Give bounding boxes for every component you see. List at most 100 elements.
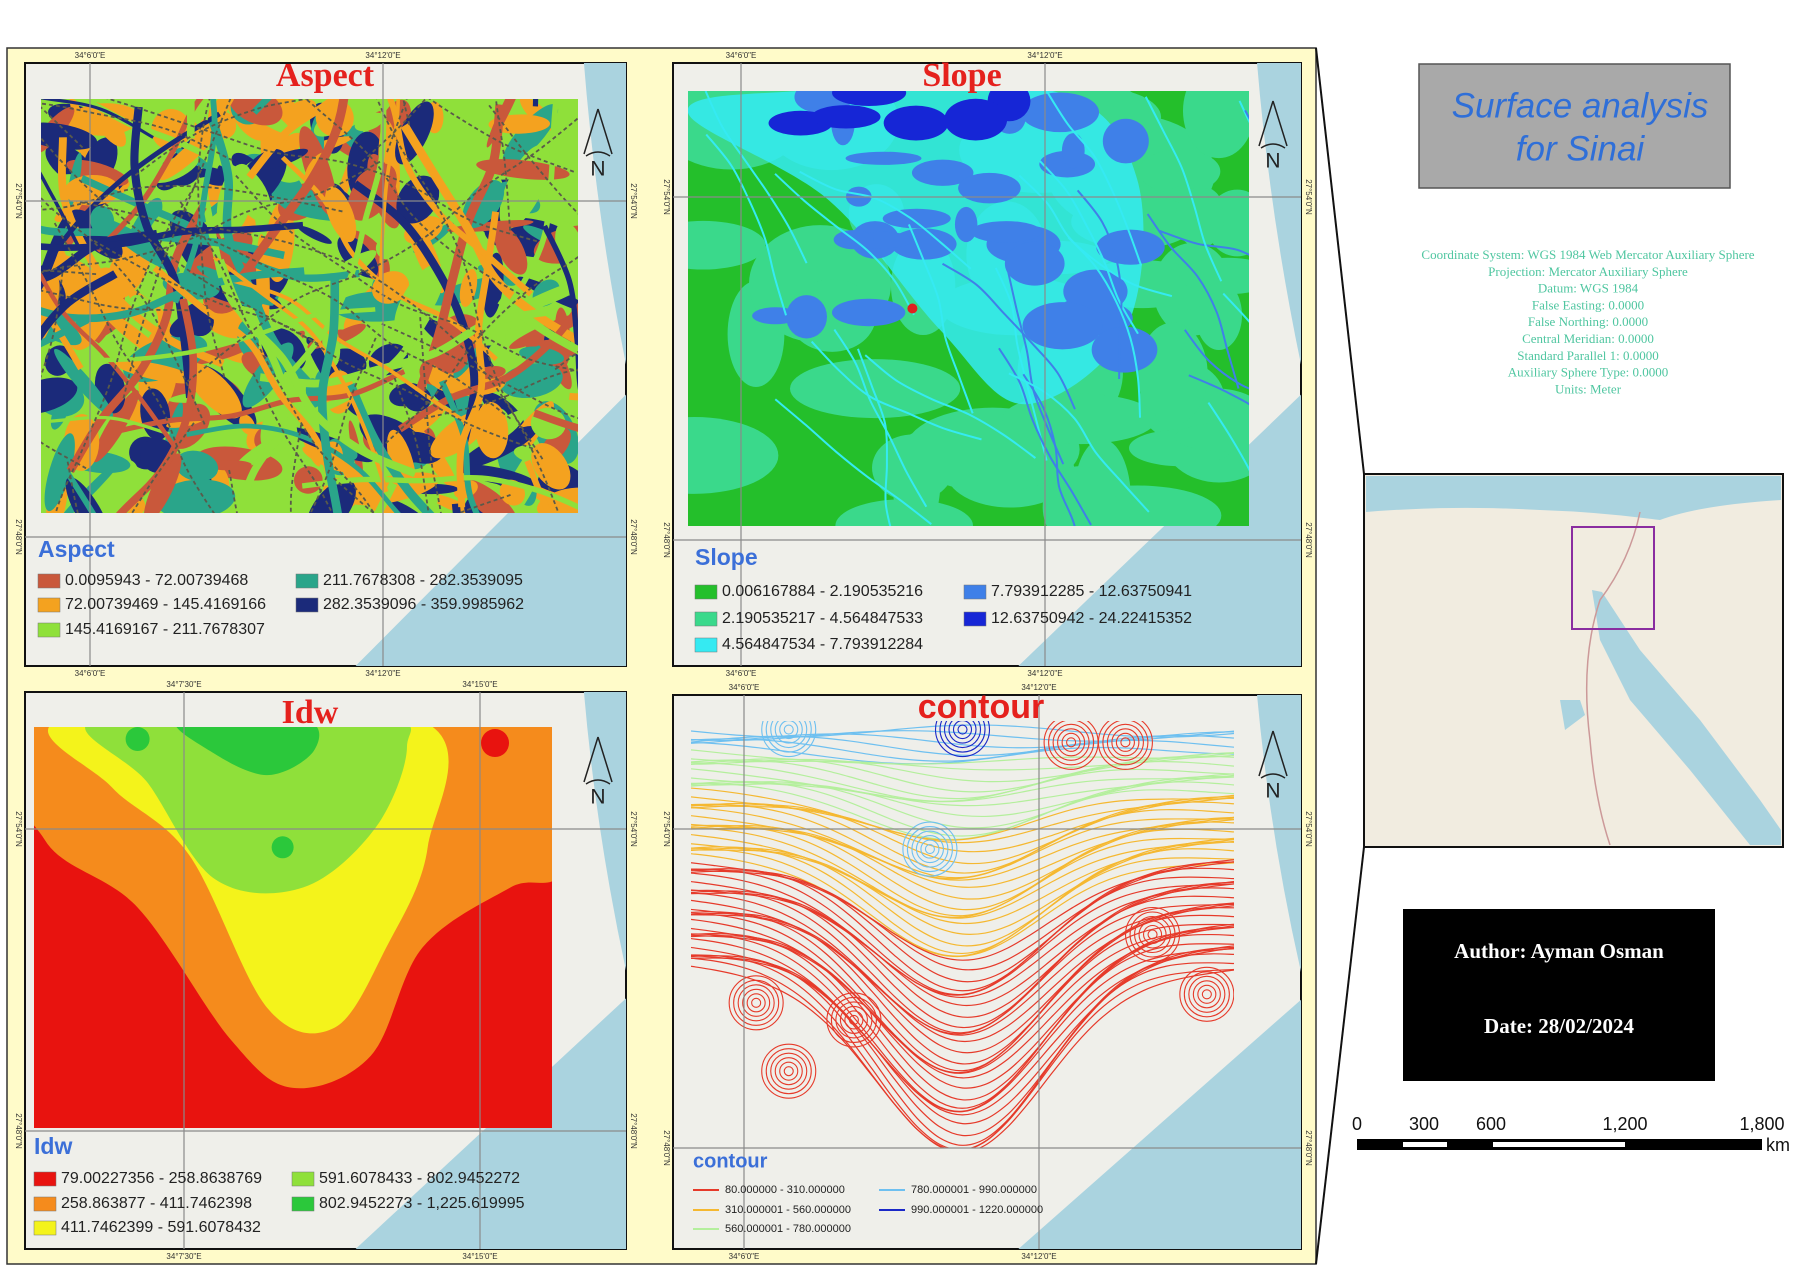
contour-ring (915, 835, 944, 864)
idw-zone (125, 727, 150, 752)
contour-ring (1147, 929, 1158, 940)
contour-ring (765, 1048, 812, 1095)
contour-ring (746, 993, 766, 1013)
contour-ring (934, 721, 991, 758)
contour-line (691, 907, 1234, 1065)
aspect-patch (93, 390, 139, 463)
aspect-band (246, 99, 339, 180)
legend-label: 591.6078433 - 802.9452272 (319, 1170, 520, 1187)
aspect-band (81, 307, 376, 363)
legend-title: Aspect (38, 536, 115, 562)
coordinate-label: 34°12'0"E (1027, 51, 1062, 60)
coordinate-label: 27°48'0"N (14, 519, 23, 555)
contour-ring (911, 830, 949, 868)
drainage-line (54, 186, 196, 513)
contour-line (691, 734, 1234, 757)
legend-label: 0.006167884 - 2.190535216 (722, 583, 923, 600)
aspect-patch (90, 102, 127, 147)
inset-extent (1571, 526, 1655, 630)
legend-label: 145.4169167 - 211.7678307 (65, 621, 265, 638)
legend-swatch (295, 597, 319, 613)
map-frame: 34°7'30"E 34°7'30"E 34°15'0"E 34°15'0"E 27°5… (14, 680, 638, 1261)
slope-stream (857, 348, 892, 526)
legend-swatch (33, 1196, 57, 1212)
slope-stream (1076, 189, 1123, 380)
drainage-line (235, 175, 578, 372)
projection-info: Standard Parallel 1: 0.0000 (1517, 348, 1659, 363)
contour-ring (1102, 721, 1149, 766)
map-title: Aspect (276, 57, 375, 94)
legend-label: 211.7678308 - 282.3539095 (323, 572, 523, 589)
slope-patch (882, 208, 951, 229)
contour-ring (948, 721, 977, 744)
aspect-band (95, 99, 204, 253)
slope-stream (1188, 374, 1249, 406)
contour-ring (952, 721, 973, 740)
contour-line (691, 937, 1234, 1113)
drainage-line (122, 99, 232, 399)
aspect-band (400, 123, 578, 346)
slope-stream (1067, 236, 1142, 418)
projection-info: False Northing: 0.0000 (1528, 314, 1648, 329)
aspect-patch (159, 129, 218, 181)
slope-patch (1174, 421, 1249, 453)
projection-info: Auxiliary Sphere Type: 0.0000 (1508, 365, 1669, 380)
legend-label: 80.000000 - 310.000000 (725, 1184, 845, 1196)
slope-stream (704, 91, 808, 264)
contour-ring (1134, 915, 1172, 954)
contour-ring (761, 1043, 817, 1099)
contour-line (691, 853, 1234, 958)
drainage-line (41, 136, 319, 345)
legend-label: 79.00227356 - 258.8638769 (61, 1170, 262, 1187)
contour-line (691, 867, 1234, 992)
projection-info: False Easting: 0.0000 (1532, 297, 1644, 312)
north-label: N (590, 158, 605, 181)
contour-line (691, 892, 1234, 1035)
slope-stream (774, 398, 932, 525)
drainage-line (304, 99, 527, 299)
aspect-patch (41, 377, 78, 415)
contour-line (691, 846, 1234, 955)
contour-line (691, 796, 1234, 865)
projection-info: Projection: Mercator Auxiliary Sphere (1488, 264, 1688, 279)
aspect-patch (175, 450, 219, 482)
aspect-band (41, 99, 154, 139)
idw-zone (481, 729, 510, 758)
legend-label: 780.000001 - 990.000000 (911, 1184, 1037, 1196)
aspect-patch (394, 264, 444, 336)
aspect-patch (41, 122, 98, 150)
legend-swatch (963, 584, 987, 600)
contour-ring (1066, 737, 1077, 748)
drainage-line (106, 99, 538, 243)
aspect-band (41, 270, 118, 341)
contour-line (691, 872, 1234, 996)
contour-ring (1129, 911, 1176, 958)
coordinate-label: 27°48'0"N (662, 1130, 671, 1166)
drainage-line (219, 227, 560, 513)
map-frame: 34°6'0"E 34°6'0"E 34°12'0"E 34°12'0"E 27°54'… (662, 683, 1313, 1261)
author-box (1403, 909, 1715, 1081)
slope-stream (799, 170, 972, 270)
aspect-band (285, 100, 387, 379)
slope-patch (911, 159, 974, 186)
scale-label: 1,800 (1739, 1114, 1784, 1134)
raster (34, 727, 552, 1128)
aspect-band (238, 99, 349, 280)
contour-line (691, 841, 1234, 947)
contour-ring (751, 997, 762, 1008)
slope-stream (1008, 372, 1150, 513)
contour-ring (783, 724, 794, 735)
contour-ring (737, 984, 775, 1022)
contour-line (691, 827, 1234, 918)
contour-ring (779, 1061, 799, 1081)
legend-swatch (37, 573, 61, 589)
aspect-band (41, 415, 170, 436)
aspect-patch (297, 225, 332, 244)
contour-ring (939, 721, 986, 753)
coordinate-label: 27°54'0"N (629, 183, 638, 219)
slope-patch (835, 499, 974, 526)
aspect-band (542, 224, 578, 390)
aspect-patch (64, 174, 119, 206)
aspect-patch (494, 225, 528, 275)
coordinate-label: 34°12'0"E (365, 51, 400, 60)
